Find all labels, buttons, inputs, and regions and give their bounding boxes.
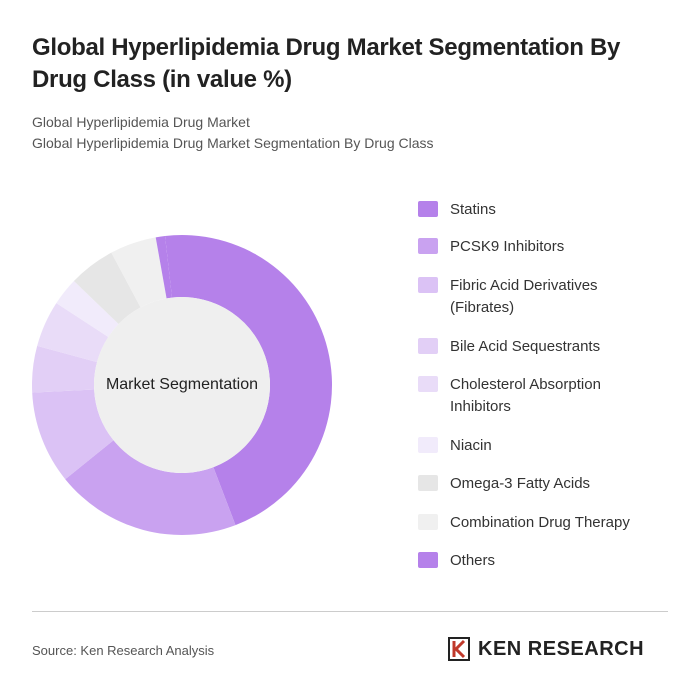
donut-slice: [111, 237, 167, 308]
center-label: Market Segmentation: [106, 376, 258, 393]
legend-label: Combination Drug Therapy: [450, 514, 630, 531]
legend-item: Others: [418, 550, 668, 572]
legend-item: Combination Drug Therapy: [418, 512, 668, 534]
legend-swatch: [418, 338, 438, 354]
legend-swatch: [418, 552, 438, 568]
legend-item: Cholesterol Absorption Inhibitors: [418, 374, 668, 418]
logo-icon: [448, 637, 470, 661]
legend-item: Omega-3 Fatty Acids: [418, 473, 668, 495]
divider: [32, 611, 668, 612]
legend-label: Statins: [450, 201, 496, 218]
donut-slice: [165, 235, 333, 526]
legend-label: Cholesterol Absorption Inhibitors: [450, 376, 601, 415]
legend-label: Fibric Acid Derivatives (Fibrates): [450, 277, 598, 316]
logo: KEN RESEARCH: [478, 638, 645, 660]
legend-item: Statins: [418, 199, 668, 221]
legend-item: PCSK9 Inhibitors: [418, 236, 668, 258]
source: Source: Ken Research Analysis: [32, 643, 215, 658]
legend-label: Niacin: [450, 437, 492, 454]
donut-slice: [155, 235, 173, 299]
subtitle: Global Hyperlipidemia Drug Market: [32, 114, 250, 130]
legend-label: Omega-3 Fatty Acids: [450, 475, 591, 492]
donut-slice: [56, 280, 119, 337]
legend-swatch: [418, 238, 438, 254]
donut-slice: [32, 345, 98, 393]
donut-slice: [32, 389, 114, 480]
legend-swatch: [418, 437, 438, 453]
legend-label: Others: [450, 552, 496, 569]
legend-swatch: [418, 475, 438, 491]
legend-item: Bile Acid Sequestrants: [418, 336, 668, 358]
donut-hole: [94, 297, 270, 473]
legend-swatch: [418, 277, 438, 293]
legend-swatch: [418, 514, 438, 530]
donut-slice: [37, 303, 109, 363]
donut-slice: [73, 252, 141, 324]
donut-slice: [65, 440, 236, 535]
legend-swatch: [418, 201, 438, 217]
legend-label: PCSK9 Inhibitors: [450, 238, 565, 255]
legend-swatch: [418, 376, 438, 392]
legend-label: Bile Acid Sequestrants: [450, 338, 601, 355]
donut-chart: Market Segmentation: [32, 235, 333, 535]
legend-item: Fibric Acid Derivatives (Fibrates): [418, 275, 668, 319]
subtitle: Global Hyperlipidemia Drug Market Segmen…: [32, 135, 434, 151]
legend-item: Niacin: [418, 435, 668, 457]
chart-title: Global Hyperlipidemia Drug Market Segmen…: [32, 34, 621, 93]
